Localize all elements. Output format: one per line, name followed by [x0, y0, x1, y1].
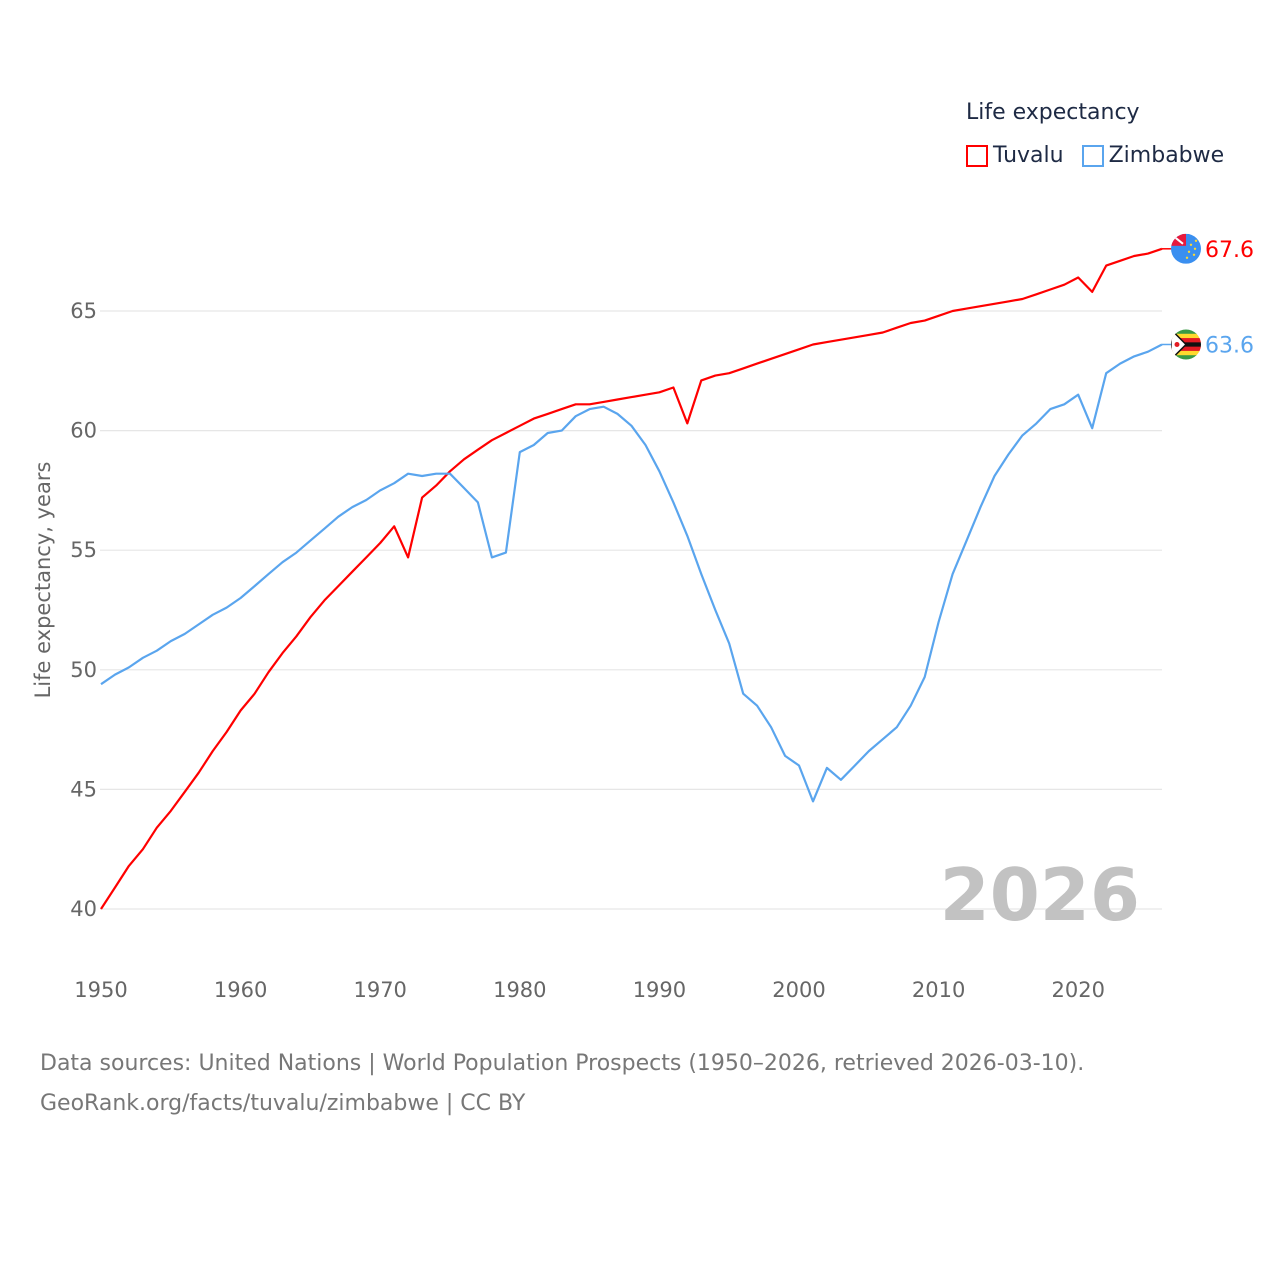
y-tick-label: 65 — [70, 299, 97, 323]
x-tick-label: 1990 — [633, 978, 686, 1002]
footer: Data sources: United Nations | World Pop… — [40, 1044, 1084, 1124]
legend-swatch-zimbabwe — [1081, 144, 1104, 167]
y-axis-label: Life expectancy, years — [31, 462, 55, 699]
x-tick-label: 1950 — [74, 978, 127, 1002]
legend-label: Tuvalu — [993, 143, 1064, 168]
year-watermark: 2026 — [940, 853, 1140, 937]
data-source-text: Data sources: United Nations | World Pop… — [40, 1051, 1085, 1076]
x-tick-label: 1960 — [214, 978, 267, 1002]
x-axis-ticks: 1950 1960 1970 1980 1990 2000 2010 2020 — [74, 978, 1105, 1002]
legend-swatch-tuvalu — [966, 144, 988, 167]
y-tick-label: 55 — [70, 538, 97, 562]
legend-item-tuvalu[interactable]: Tuvalu — [966, 143, 1064, 168]
end-value-label: 63.6 — [1205, 333, 1254, 358]
x-tick-label: 1980 — [493, 978, 546, 1002]
series-lines — [100, 247, 1163, 910]
y-tick-label: 60 — [70, 419, 97, 443]
legend: Tuvalu Zimbabwe — [966, 143, 1224, 168]
end-markers: 67.6 63.6 — [1162, 233, 1254, 360]
legend-item-zimbabwe[interactable]: Zimbabwe — [1081, 143, 1225, 168]
y-axis-ticks: 40 45 50 55 60 65 — [70, 299, 97, 921]
x-tick-label: 2010 — [912, 978, 965, 1002]
gridlines — [100, 310, 1162, 910]
tuvalu-flag-icon — [1171, 233, 1201, 264]
series-line-zimbabwe — [100, 343, 1163, 803]
attribution-link[interactable]: GeoRank.org/facts/tuvalu/zimbabwe | CC B… — [40, 1091, 526, 1116]
y-tick-label: 45 — [70, 777, 97, 801]
y-tick-label: 50 — [70, 658, 97, 682]
end-value-label: 67.6 — [1205, 238, 1254, 263]
series-line-tuvalu — [100, 247, 1163, 910]
legend-label: Zimbabwe — [1108, 143, 1225, 168]
legend-title: Life expectancy — [966, 100, 1140, 125]
y-tick-label: 40 — [70, 897, 97, 921]
x-tick-label: 1970 — [353, 978, 406, 1002]
x-tick-label: 2020 — [1052, 978, 1105, 1002]
x-tick-label: 2000 — [772, 978, 825, 1002]
zimbabwe-flag-icon — [1171, 329, 1201, 360]
